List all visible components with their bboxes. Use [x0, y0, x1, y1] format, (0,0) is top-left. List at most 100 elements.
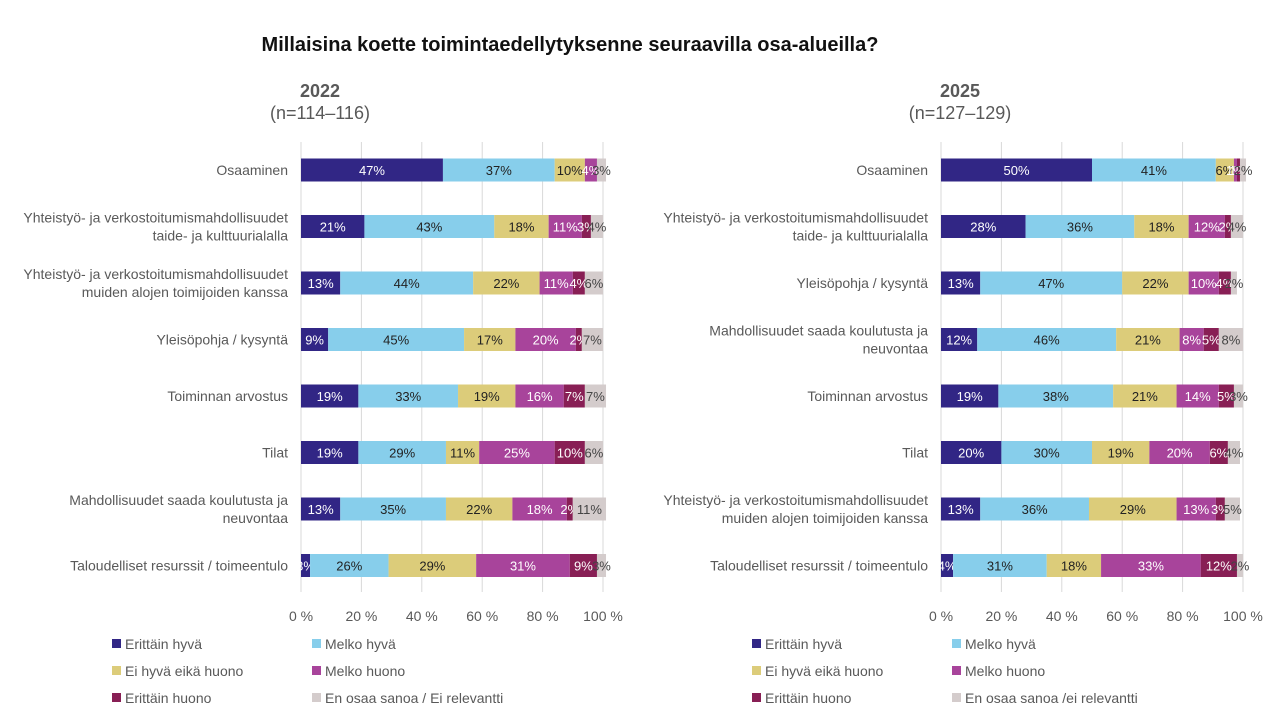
bar-segment — [358, 441, 446, 464]
category-label-line: neuvontaa — [863, 341, 929, 357]
bar-segment — [473, 271, 540, 295]
legend-swatch — [112, 666, 121, 675]
legend-item: Erittäin hyvä — [752, 636, 842, 652]
category-label-line: muiden alojen toimijoiden kanssa — [82, 284, 288, 300]
bar-segment — [1224, 497, 1240, 521]
bar-segment — [584, 158, 597, 182]
bar-segment — [980, 271, 1123, 295]
data-label: 7% — [565, 389, 584, 404]
data-label: 18% — [1148, 220, 1174, 235]
bar-segment — [1239, 158, 1247, 182]
bar-segment — [1215, 158, 1234, 182]
bar-segment — [1176, 384, 1219, 408]
category-label: Yleisöpohja / kysyntä — [796, 275, 928, 291]
data-label: 4% — [1228, 220, 1247, 235]
category-label-line: Yhteistyö- ja verkostoitumismahdollisuud… — [23, 266, 288, 282]
data-label: 8% — [1182, 333, 1201, 348]
legend-item: Melko hyvä — [952, 636, 1036, 652]
category-label: Taloudelliset resurssit / toimeentulo — [70, 558, 288, 574]
bar-segment — [515, 328, 576, 351]
category-label: Osaaminen — [216, 162, 288, 178]
bar-segment — [554, 158, 585, 182]
data-label: 20% — [958, 446, 984, 461]
category-label: Taloudelliset resurssit / toimeentulo — [710, 558, 928, 574]
data-label: 35% — [380, 502, 406, 517]
legend-swatch — [752, 693, 761, 702]
data-label: 12% — [1206, 559, 1232, 574]
bar-segment — [1001, 441, 1092, 464]
bar-segment — [464, 328, 516, 351]
data-label: 11% — [544, 276, 569, 291]
bar-segment — [328, 328, 465, 351]
data-label: 29% — [419, 559, 445, 574]
data-label: 5% — [1217, 389, 1236, 404]
category-label-line: Tilat — [902, 445, 928, 461]
data-label: 6% — [1215, 163, 1234, 178]
bar-segment — [941, 554, 954, 577]
bar-segment — [310, 554, 389, 577]
panel-2025: 2025 (n=127–129) 0 % 20 % 40 % 60 % 80 % 100 … — [640, 0, 1280, 720]
bar-row: 13% 47% 22% 10%4%2% — [941, 271, 1244, 295]
bar-row: 13% 35% 22% 18% 2%11% — [301, 497, 607, 521]
data-label: 6% — [585, 446, 604, 461]
data-label: 4% — [569, 276, 588, 291]
x-tick-label: 20 % — [345, 608, 377, 624]
data-label: 4% — [582, 163, 601, 178]
bar-row: 50% 41% 6%1%1%2% — [941, 158, 1253, 182]
chart-main-title: Millaisina koette toimintaedellytyksenne… — [261, 34, 879, 56]
data-label: 14% — [1185, 389, 1211, 404]
category-label: Tilat — [262, 445, 288, 461]
data-label: 45% — [383, 333, 409, 348]
x-tick-label: 40 % — [406, 608, 438, 624]
legend-item: Erittäin huono — [112, 690, 211, 706]
data-label: 19% — [317, 389, 343, 404]
data-label: 25% — [504, 446, 530, 461]
data-label: 28% — [970, 220, 996, 235]
category-label: Toiminnan arvostus — [167, 388, 288, 404]
data-label: 3% — [592, 559, 611, 574]
bar-segment — [1101, 554, 1201, 577]
bar-row: 19% 38% 21% 14% 5%3% — [941, 384, 1248, 408]
legend-swatch — [312, 666, 321, 675]
x-tick-label: 100 % — [1223, 608, 1263, 624]
x-tick-label: 0 % — [929, 608, 953, 624]
bar-segment — [364, 215, 495, 238]
bar-segment — [494, 215, 549, 238]
bar-segment — [1188, 271, 1219, 295]
data-label: 8% — [1222, 333, 1241, 348]
legend-label: Ei hyvä eikä huono — [125, 663, 244, 679]
bar-row: 4% 31% 18% 33% 12%2% — [938, 554, 1250, 577]
bar-segment — [1218, 271, 1231, 295]
data-label: 18% — [508, 220, 534, 235]
bar-segment — [1209, 441, 1228, 464]
data-label: 11% — [577, 502, 602, 517]
bar-segment — [575, 328, 582, 351]
data-label: 4% — [938, 559, 957, 574]
legend-label: Erittäin hyvä — [125, 636, 203, 652]
panel-year-title: 2022 — [299, 81, 341, 101]
data-label: 26% — [336, 559, 362, 574]
category-label-line: Tilat — [262, 445, 288, 461]
legend-label: En osaa sanoa /ei relevantti — [965, 690, 1138, 706]
bar-row: 19% 29% 11% 25% 10% 6% — [301, 441, 604, 464]
data-label: 10% — [557, 163, 583, 178]
bar-segment — [301, 215, 365, 238]
bar-segment — [442, 158, 555, 182]
legend-label: Melko hyvä — [325, 636, 396, 652]
legend-label: Ei hyvä eikä huono — [765, 663, 884, 679]
legend-item: En osaa sanoa /ei relevantti — [952, 690, 1138, 706]
bar-segment — [998, 384, 1114, 408]
category-label: Yhteistyö- ja verkostoitumismahdollisuud… — [663, 210, 928, 244]
bar-row: 21% 43% 18% 11% 3%4% — [301, 215, 607, 238]
category-label: Yhteistyö- ja verkostoitumismahdollisuud… — [663, 492, 928, 526]
bar-segment — [953, 554, 1047, 577]
category-label: Toiminnan arvostus — [807, 388, 928, 404]
bar-segment — [980, 497, 1089, 521]
data-label: 2% — [1231, 559, 1250, 574]
bar-segment — [941, 215, 1026, 238]
data-label: 19% — [1108, 446, 1134, 461]
legend-swatch — [752, 639, 761, 648]
bar-row: 19% 33% 19% 16% 7% 7% — [301, 384, 607, 408]
bar-segment — [301, 441, 359, 464]
bar-segment — [941, 497, 981, 521]
